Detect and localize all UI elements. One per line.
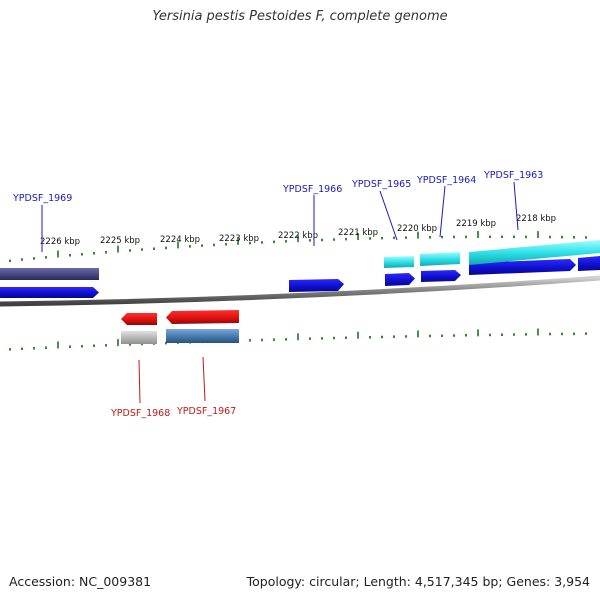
feature-bar-steel [166,329,239,343]
feature-bar-cyan-1963 [469,240,600,265]
gene-label-ypdsf-1966[interactable]: YPDSF_1966 [282,184,342,195]
scale-label-2223: 2223 kbp [219,234,259,244]
leader-line-ypdsf-1964 [439,185,446,238]
scale-label-2224: 2224 kbp [160,235,200,245]
genome-backbone [0,275,600,307]
gene-label-ypdsf-1969[interactable]: YPDSF_1969 [12,193,72,204]
leader-line-ypdsf-1963 [513,181,519,231]
scale-ticks-outer [9,231,587,262]
scale-label-2219: 2219 kbp [456,219,496,229]
gene-arrow-ypdsf-1965[interactable] [385,273,415,286]
scale-ticks-inner [9,328,587,351]
genome-summary-text: Topology: circular; Length: 4,517,345 bp… [246,574,590,589]
gene-arrow-ypdsf-1967[interactable] [166,310,239,324]
scale-label-2220: 2220 kbp [397,224,437,234]
feature-bar-purple [0,268,99,280]
scale-label-2225: 2225 kbp [100,236,140,246]
leader-line-ypdsf-1967 [202,356,206,402]
gene-arrow-ypdsf-1964[interactable] [421,270,461,282]
feature-bar-cyan-1964 [420,252,460,266]
scale-label-2221: 2221 kbp [338,228,378,238]
map-title: Yersinia pestis Pestoides F, complete ge… [152,9,448,24]
gene-arrow-ypdsf-1968[interactable] [121,313,157,325]
accession-text: Accession: NC_009381 [9,574,152,589]
gene-label-ypdsf-1963[interactable]: YPDSF_1963 [483,170,543,181]
gene-label-ypdsf-1967[interactable]: YPDSF_1967 [176,406,236,417]
scale-label-2218: 2218 kbp [516,214,556,224]
gene-label-ypdsf-1965[interactable]: YPDSF_1965 [351,179,411,190]
gene-arrow-ypdsf-1969[interactable] [0,287,99,298]
gene-arrow-ypdsf-1963[interactable] [469,259,576,275]
leader-line-ypdsf-1965 [379,190,398,241]
gene-arrow-right-edge[interactable] [578,256,600,271]
leader-line-ypdsf-1968 [138,359,141,404]
scale-labels: 2226 kbp 2225 kbp 2224 kbp 2223 kbp 2222… [40,214,556,247]
gene-label-ypdsf-1964[interactable]: YPDSF_1964 [416,175,476,186]
gene-arrow-ypdsf-1966[interactable] [289,279,344,292]
feature-bar-cyan-1965 [384,256,414,268]
gene-label-ypdsf-1968[interactable]: YPDSF_1968 [110,408,170,419]
scale-label-2222: 2222 kbp [278,231,318,241]
scale-label-2226: 2226 kbp [40,237,80,247]
feature-bar-grey [121,331,157,344]
